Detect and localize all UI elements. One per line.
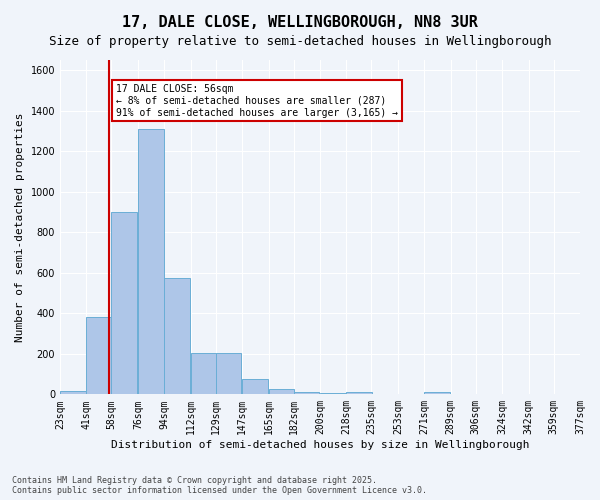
Bar [216, 353, 241, 395]
Bar [293, 392, 319, 394]
Y-axis label: Number of semi-detached properties: Number of semi-detached properties [15, 112, 25, 342]
Bar [86, 318, 112, 394]
Bar [112, 212, 137, 394]
Text: Size of property relative to semi-detached houses in Wellingborough: Size of property relative to semi-detach… [49, 35, 551, 48]
X-axis label: Distribution of semi-detached houses by size in Wellingborough: Distribution of semi-detached houses by … [111, 440, 529, 450]
Bar [424, 392, 450, 394]
Bar [346, 392, 372, 394]
Text: 17, DALE CLOSE, WELLINGBOROUGH, NN8 3UR: 17, DALE CLOSE, WELLINGBOROUGH, NN8 3UR [122, 15, 478, 30]
Text: Contains HM Land Registry data © Crown copyright and database right 2025.
Contai: Contains HM Land Registry data © Crown c… [12, 476, 427, 495]
Text: 17 DALE CLOSE: 56sqm
← 8% of semi-detached houses are smaller (287)
91% of semi-: 17 DALE CLOSE: 56sqm ← 8% of semi-detach… [116, 84, 398, 117]
Bar [164, 278, 190, 394]
Bar [138, 129, 164, 394]
Bar [242, 379, 268, 394]
Bar [60, 390, 86, 394]
Bar [269, 390, 295, 394]
Bar [191, 353, 217, 395]
